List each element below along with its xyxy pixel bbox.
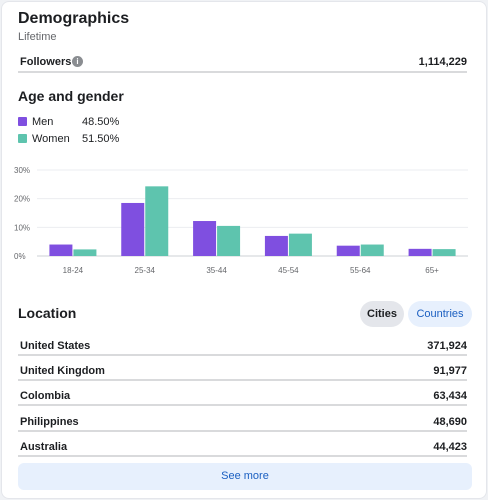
location-name: Philippines — [20, 416, 79, 428]
y-tick-label: 0% — [14, 252, 26, 261]
x-tick-label: 45-54 — [278, 266, 299, 275]
followers-row: Followers i 1,114,229 — [18, 52, 467, 73]
x-tick-label: 55-64 — [350, 266, 371, 275]
bar-men — [121, 202, 145, 256]
location-row: Philippines 48,690 — [18, 414, 467, 432]
location-value: 44,423 — [433, 441, 467, 453]
y-tick-label: 30% — [14, 166, 30, 175]
bar-women — [73, 249, 97, 256]
location-name: Australia — [20, 441, 68, 453]
location-name: Colombia — [20, 390, 71, 402]
location-title: Location — [18, 305, 77, 321]
legend-item-men: Men 48.50% — [18, 115, 138, 131]
y-tick-label: 10% — [14, 223, 30, 232]
y-tick-label: 20% — [14, 195, 30, 204]
location-row: United Kingdom 91,977 — [18, 363, 467, 381]
bar-women — [360, 244, 384, 256]
demographics-subtitle: Lifetime — [18, 31, 57, 43]
see-more-button[interactable]: See more — [18, 463, 472, 490]
legend-name-men: Men — [32, 116, 54, 128]
followers-label: Followers — [20, 56, 72, 68]
info-icon[interactable]: i — [72, 56, 83, 67]
age-gender-chart: 0% 10% 20% 30% 18-24 25-34 35-44 45-54 55-64 65+ — [14, 166, 468, 275]
location-value: 91,977 — [433, 365, 467, 377]
bar-men — [193, 221, 217, 256]
followers-value: 1,114,229 — [418, 56, 467, 68]
demographics-title: Demographics — [18, 10, 130, 27]
bar-men — [336, 245, 360, 256]
bar-women — [288, 233, 312, 256]
legend-value-men: 48.50% — [82, 116, 120, 128]
legend-item-women: Women 51.50% — [18, 132, 138, 148]
legend-value-women: 51.50% — [82, 133, 120, 145]
legend-swatch-women — [18, 134, 27, 143]
bar-women — [217, 225, 241, 256]
countries-toggle-button[interactable]: Countries — [408, 301, 472, 327]
age-gender-title: Age and gender — [18, 88, 124, 104]
bar-men — [264, 235, 288, 256]
x-tick-label: 35-44 — [206, 266, 227, 275]
bar-men — [408, 248, 432, 256]
location-name: United States — [20, 340, 91, 352]
legend-name-women: Women — [32, 133, 70, 145]
x-tick-label: 18-24 — [63, 266, 84, 275]
location-row: Colombia 63,434 — [18, 388, 467, 406]
legend-swatch-men — [18, 117, 27, 126]
cities-toggle-button[interactable]: Cities — [360, 301, 404, 327]
location-name: United Kingdom — [20, 365, 105, 377]
x-tick-label: 25-34 — [135, 266, 156, 275]
bar-women — [145, 186, 169, 256]
age-gender-legend: Men 48.50% Women 51.50% — [18, 115, 138, 148]
location-value: 48,690 — [433, 416, 467, 428]
bar-women — [432, 249, 456, 256]
location-row: United States 371,924 — [18, 338, 467, 356]
bar-men — [49, 244, 73, 256]
location-value: 371,924 — [427, 340, 467, 352]
location-row: Australia 44,423 — [18, 439, 467, 457]
location-value: 63,434 — [433, 390, 467, 402]
x-tick-label: 65+ — [425, 266, 439, 275]
